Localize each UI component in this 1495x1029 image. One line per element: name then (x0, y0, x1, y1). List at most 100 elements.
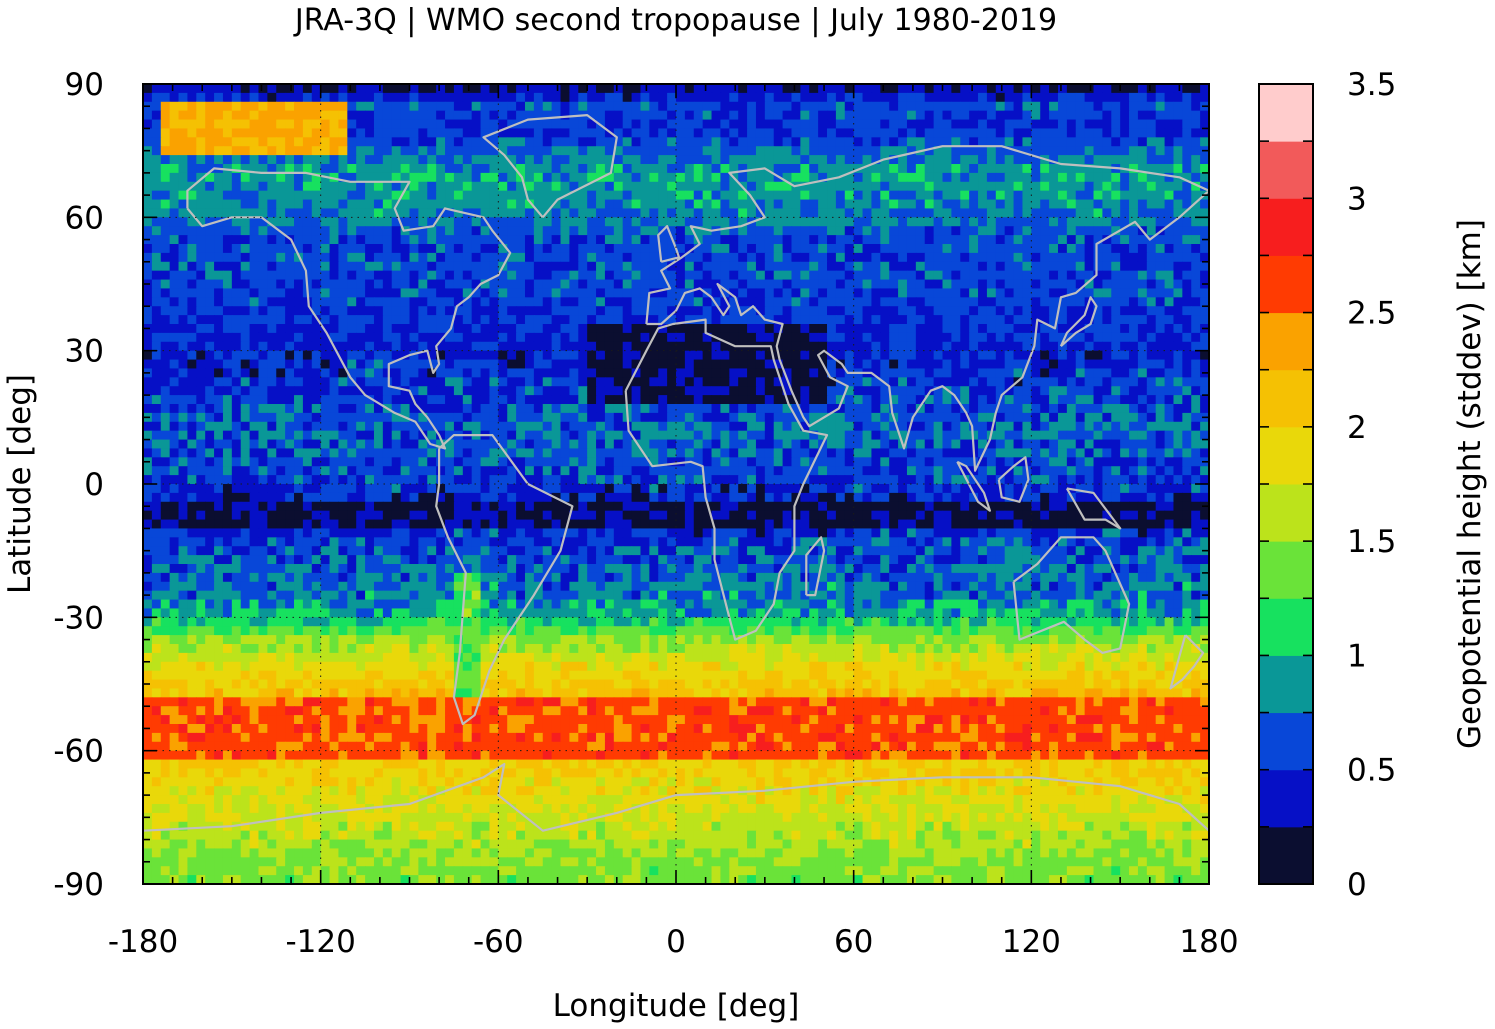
heatmap-cell (684, 92, 695, 103)
heatmap-cell (178, 377, 189, 387)
heatmap-cell (1182, 332, 1192, 343)
heatmap-cell (1022, 164, 1032, 174)
heatmap-cell (560, 164, 570, 174)
heatmap-cell (1040, 164, 1050, 174)
heatmap-cell (445, 84, 455, 94)
heatmap-cell (560, 208, 570, 218)
heatmap-cell (818, 297, 828, 307)
heatmap-cell (1137, 404, 1148, 414)
heatmap-cell (693, 155, 704, 165)
heatmap-cell (169, 172, 180, 183)
heatmap-cell (320, 84, 331, 94)
heatmap-cell (249, 235, 260, 245)
heatmap-cell (1120, 261, 1130, 272)
heatmap-cell (516, 350, 526, 361)
heatmap-cell (1137, 288, 1148, 298)
heatmap-cell (782, 430, 793, 441)
heatmap-cell (1075, 137, 1086, 147)
heatmap-cell (986, 244, 997, 254)
heatmap-cell (631, 377, 642, 387)
heatmap-cell (169, 430, 180, 441)
heatmap-cell (373, 279, 384, 290)
heatmap-cell (1102, 155, 1112, 165)
heatmap-cell (258, 208, 268, 218)
heatmap-cell (693, 324, 704, 334)
heatmap-cell (667, 448, 677, 458)
heatmap-cell (498, 252, 508, 263)
heatmap-cell (755, 217, 766, 227)
heatmap-cell (658, 181, 668, 192)
heatmap-cell (365, 84, 375, 94)
heatmap-cell (738, 359, 748, 370)
heatmap-cell (542, 421, 553, 432)
heatmap-cell (862, 430, 873, 441)
heatmap-cell (755, 350, 766, 361)
heatmap-cell (1049, 377, 1059, 387)
heatmap-cell (1191, 146, 1201, 156)
heatmap-cell (382, 306, 393, 316)
heatmap-cell (205, 92, 215, 103)
heatmap-cell (1022, 306, 1032, 316)
heatmap-cell (569, 84, 579, 94)
heatmap-cell (1191, 137, 1201, 147)
heatmap-cell (835, 146, 846, 156)
heatmap-cell (480, 146, 491, 156)
heatmap-cell (453, 404, 464, 414)
heatmap-cell (800, 181, 810, 192)
heatmap-cell (676, 270, 686, 281)
heatmap-cell (249, 155, 260, 165)
heatmap-cell (436, 181, 446, 192)
heatmap-cell (294, 164, 304, 174)
heatmap-cell (747, 439, 757, 450)
heatmap-cell (764, 190, 775, 201)
heatmap-cell (906, 377, 917, 387)
heatmap-cell (1155, 199, 1166, 210)
heatmap-cell (1075, 368, 1086, 378)
heatmap-cell (871, 190, 881, 201)
heatmap-cell (809, 315, 819, 325)
heatmap-cell (1022, 261, 1032, 272)
heatmap-cell (853, 172, 864, 183)
heatmap-cell (924, 412, 935, 423)
heatmap-cell (1111, 101, 1121, 112)
heatmap-cell (1084, 92, 1095, 103)
heatmap-cell (809, 404, 819, 414)
heatmap-cell (631, 448, 642, 458)
heatmap-cell (507, 164, 517, 174)
heatmap-cell (285, 297, 295, 307)
heatmap-cell (773, 261, 784, 272)
heatmap-cell (640, 110, 650, 121)
heatmap-cell (320, 421, 331, 432)
heatmap-cell (329, 377, 340, 387)
heatmap-cell (658, 279, 668, 290)
heatmap-cell (613, 332, 624, 343)
heatmap-cell (533, 377, 544, 387)
heatmap-cell (711, 84, 722, 94)
heatmap-cell (436, 92, 446, 103)
heatmap-cell (676, 110, 686, 121)
heatmap-cell (151, 181, 162, 192)
heatmap-cell (596, 128, 606, 138)
heatmap-cell (1004, 181, 1015, 192)
heatmap-cell (533, 306, 544, 316)
heatmap-cell (1182, 279, 1192, 290)
heatmap-cell (1075, 288, 1086, 298)
heatmap-cell (391, 350, 402, 361)
heatmap-cell (356, 404, 366, 414)
heatmap-cell (516, 359, 526, 370)
heatmap-cell (1111, 252, 1121, 263)
heatmap-cell (942, 430, 952, 441)
heatmap-cell (1057, 164, 1068, 174)
heatmap-cell (516, 315, 526, 325)
heatmap-cell (1057, 297, 1068, 307)
heatmap-cell (276, 172, 286, 183)
heatmap-cell (782, 448, 793, 458)
heatmap-cell (498, 279, 508, 290)
heatmap-cell (356, 359, 366, 370)
heatmap-cell (844, 279, 855, 290)
heatmap-cell (827, 244, 837, 254)
heatmap-cell (791, 386, 801, 396)
heatmap-cell (418, 110, 428, 121)
heatmap-cell (587, 226, 597, 236)
heatmap-cell (391, 412, 402, 423)
